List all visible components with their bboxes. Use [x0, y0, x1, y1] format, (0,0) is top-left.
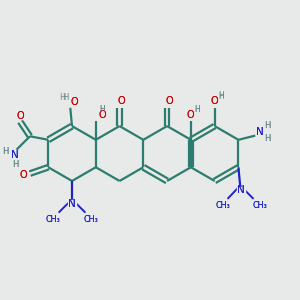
Text: H: H — [194, 105, 200, 114]
Text: H: H — [59, 93, 65, 102]
Bar — [70, 98, 78, 106]
Text: O: O — [98, 110, 106, 120]
Text: N: N — [237, 185, 245, 196]
Text: O: O — [98, 110, 106, 120]
Bar — [11, 152, 19, 159]
Text: N: N — [68, 199, 76, 209]
Text: N: N — [11, 150, 19, 160]
Text: H: H — [2, 147, 8, 156]
Text: O: O — [210, 96, 218, 106]
Text: O: O — [210, 96, 218, 106]
Text: H: H — [12, 160, 18, 169]
Text: N: N — [68, 199, 76, 209]
Text: N: N — [237, 185, 245, 196]
Text: H: H — [264, 121, 270, 130]
Text: O: O — [16, 110, 24, 121]
Text: CH₃: CH₃ — [215, 202, 230, 211]
Text: N: N — [256, 127, 263, 137]
Text: O: O — [165, 96, 173, 106]
Bar — [68, 200, 76, 208]
Text: CH₃: CH₃ — [84, 215, 99, 224]
Text: H: H — [12, 160, 18, 169]
Text: H: H — [264, 121, 270, 130]
Text: O: O — [16, 110, 24, 121]
Text: H: H — [218, 92, 224, 101]
Text: H: H — [99, 105, 105, 114]
Text: O: O — [20, 170, 27, 180]
Bar — [237, 187, 245, 194]
Text: H: H — [264, 134, 270, 142]
Text: O: O — [71, 97, 78, 107]
Text: H: H — [194, 105, 200, 114]
Text: CH₃: CH₃ — [45, 215, 60, 224]
Bar — [117, 98, 125, 105]
Bar — [256, 128, 263, 136]
Bar — [186, 111, 194, 119]
Text: H: H — [99, 105, 105, 114]
Text: CH₃: CH₃ — [84, 215, 99, 224]
Bar — [16, 112, 24, 119]
Text: CH₃: CH₃ — [252, 202, 267, 211]
Text: O: O — [186, 110, 194, 120]
Text: O: O — [20, 170, 27, 180]
Text: O: O — [71, 97, 78, 107]
Text: N: N — [11, 150, 19, 160]
Bar — [165, 98, 173, 105]
Text: O: O — [165, 96, 173, 106]
Text: H: H — [62, 93, 68, 102]
Text: H: H — [2, 147, 8, 156]
Text: CH₃: CH₃ — [252, 202, 267, 211]
Text: CH₃: CH₃ — [45, 215, 60, 224]
Text: H: H — [218, 91, 224, 100]
Text: O: O — [186, 110, 194, 120]
Text: O: O — [118, 96, 125, 106]
Bar — [98, 111, 106, 119]
Text: N: N — [256, 127, 263, 137]
Bar — [20, 172, 28, 179]
Bar — [210, 98, 218, 105]
Text: H: H — [264, 134, 270, 142]
Text: O: O — [118, 96, 125, 106]
Text: CH₃: CH₃ — [215, 202, 230, 211]
